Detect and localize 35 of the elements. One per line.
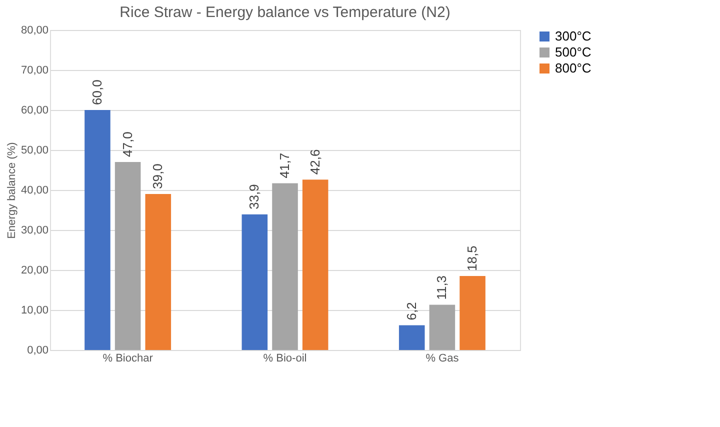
- data-label: 41,7: [277, 152, 292, 178]
- bar: [302, 180, 328, 350]
- y-tick-label: 50,00: [20, 144, 48, 156]
- chart-title: Rice Straw - Energy balance vs Temperature (N2): [120, 4, 450, 21]
- y-tick-label: 0,00: [27, 344, 48, 356]
- y-tick-label: 80,00: [20, 24, 48, 36]
- bar: [398, 325, 425, 350]
- y-tick-label: 10,00: [20, 304, 48, 316]
- x-tick-label: % Gas: [426, 352, 460, 364]
- legend-label: 300°C: [555, 28, 592, 44]
- y-axis-title: Energy balance (%): [6, 142, 18, 239]
- x-tick-label: % Bio-oil: [263, 352, 307, 364]
- y-tick-label: 20,00: [20, 264, 48, 276]
- bar: [145, 194, 172, 350]
- data-label: 6,2: [404, 302, 419, 320]
- bar: [460, 276, 486, 350]
- bar: [242, 214, 268, 350]
- y-tick-label: 60,00: [20, 104, 48, 116]
- bar: [114, 162, 141, 350]
- y-tick-label: 40,00: [20, 184, 48, 196]
- data-label: 33,9: [246, 184, 262, 210]
- bar: [272, 183, 298, 350]
- x-tick-label: % Biochar: [102, 352, 154, 364]
- y-tick-label: 70,00: [20, 64, 48, 76]
- legend-label: 500°C: [555, 44, 592, 60]
- bar: [429, 304, 456, 350]
- data-label: 11,3: [434, 275, 450, 300]
- legend-label: 800°C: [555, 60, 592, 76]
- y-tick-label: 30,00: [20, 224, 48, 236]
- data-label: 39,0: [150, 164, 166, 189]
- bar: [84, 110, 110, 350]
- data-label: 60,0: [89, 80, 104, 105]
- data-label: 42,6: [307, 149, 322, 175]
- data-label: 47,0: [120, 132, 135, 157]
- data-label: 18,5: [464, 246, 480, 271]
